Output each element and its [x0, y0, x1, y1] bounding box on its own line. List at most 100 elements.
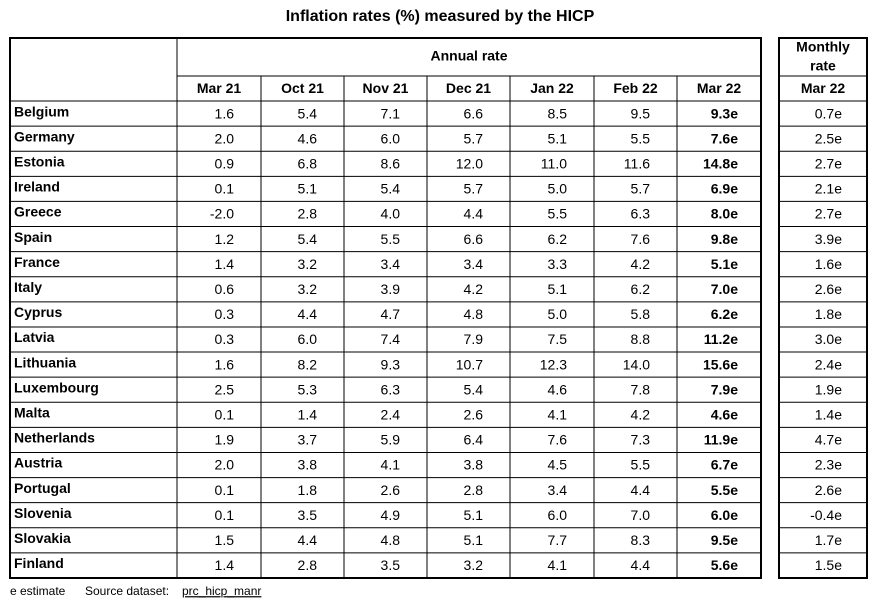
cell: 9.3e: [711, 105, 738, 121]
cell: 0.1: [215, 407, 235, 423]
cell: 5.0: [548, 306, 568, 322]
cell: 5.8: [631, 306, 651, 322]
cell: 7.1: [381, 105, 401, 121]
monthly-column: Mar 22: [801, 80, 846, 96]
country: Netherlands: [14, 430, 95, 446]
cell: 4.4: [464, 206, 484, 222]
cell: 9.3: [381, 356, 401, 372]
cell: 7.6e: [711, 130, 738, 146]
cell: 1.9: [215, 432, 235, 448]
cell: 12.0: [456, 155, 483, 171]
cell: 5.5: [381, 231, 401, 247]
cell: 7.3: [631, 432, 651, 448]
cell: 11.0: [541, 155, 567, 171]
cell: 7.4: [381, 331, 401, 347]
country: Lithuania: [14, 354, 76, 370]
cell: 14.0: [623, 356, 650, 372]
cell: 2.4: [381, 407, 401, 423]
country: Luxembourg: [14, 379, 99, 395]
cell: 8.8: [631, 331, 651, 347]
cell: 5.4: [298, 105, 318, 121]
cell: 4.9: [381, 507, 401, 523]
monthly-cell: 1.9e: [815, 381, 842, 397]
monthly-cell: 1.5e: [815, 557, 842, 573]
cell: 3.3: [548, 256, 568, 272]
cell: 6.3: [381, 381, 401, 397]
cell: 5.7: [464, 130, 484, 146]
monthly-cell: 3.0e: [815, 331, 842, 347]
cell: 9.8e: [711, 231, 738, 247]
cell: 5.1: [464, 532, 484, 548]
monthly-header: Monthly: [796, 39, 850, 55]
cell: 10.7: [456, 356, 483, 372]
cell: 7.5: [548, 331, 568, 347]
cell: 5.3: [298, 381, 318, 397]
column-header: Nov 21: [363, 80, 409, 96]
cell: -2.0: [210, 206, 234, 222]
cell: 14.8e: [703, 155, 738, 171]
country: Italy: [14, 279, 42, 295]
cell: 1.4: [215, 256, 235, 272]
cell: 0.3: [215, 306, 235, 322]
cell: 0.6: [215, 281, 235, 297]
cell: 4.5: [548, 457, 568, 473]
cell: 5.4: [464, 381, 484, 397]
cell: 6.6: [464, 231, 484, 247]
cell: 4.4: [298, 306, 318, 322]
monthly-cell: 2.3e: [815, 457, 842, 473]
cell: 15.6e: [703, 356, 738, 372]
cell: 3.4: [548, 482, 568, 498]
monthly-cell: 1.7e: [815, 532, 842, 548]
cell: 6.4: [464, 432, 484, 448]
cell: 7.9e: [711, 381, 738, 397]
cell: 6.2: [631, 281, 651, 297]
cell: 8.3: [631, 532, 651, 548]
footer-source-label: Source dataset:: [85, 584, 169, 598]
cell: 1.5: [215, 532, 235, 548]
country: Germany: [14, 128, 75, 144]
cell: 7.6: [548, 432, 568, 448]
column-header: Dec 21: [446, 80, 491, 96]
cell: 7.8: [631, 381, 651, 397]
cell: 4.2: [631, 256, 651, 272]
cell: 3.5: [381, 557, 401, 573]
monthly-cell: 2.6e: [815, 482, 842, 498]
cell: 2.0: [215, 130, 235, 146]
cell: 1.8: [298, 482, 318, 498]
cell: 0.1: [215, 181, 235, 197]
cell: 4.1: [381, 457, 401, 473]
footer-source-link[interactable]: prc_hicp_manr: [182, 584, 261, 598]
cell: 0.3: [215, 331, 235, 347]
country: Cyprus: [14, 304, 62, 320]
column-header: Mar 21: [197, 80, 242, 96]
cell: 1.6: [215, 356, 235, 372]
country: Malta: [14, 405, 50, 421]
cell: 4.8: [464, 306, 484, 322]
cell: 4.6: [548, 381, 568, 397]
cell: 11.9e: [704, 432, 738, 448]
cell: 4.2: [464, 281, 484, 297]
column-header: Jan 22: [530, 80, 574, 96]
cell: 4.0: [381, 206, 401, 222]
cell: 5.5e: [711, 482, 738, 498]
cell: 1.4: [298, 407, 318, 423]
cell: 2.6: [381, 482, 401, 498]
footer-note: e estimate: [10, 584, 66, 598]
cell: 8.5: [548, 105, 568, 121]
cell: 8.0e: [711, 206, 738, 222]
cell: 6.0e: [711, 507, 738, 523]
cell: 3.4: [464, 256, 484, 272]
cell: 5.1: [298, 181, 318, 197]
monthly-cell: 2.1e: [815, 181, 842, 197]
monthly-cell: 4.7e: [815, 432, 842, 448]
cell: 5.4: [298, 231, 318, 247]
monthly-cell: -0.4e: [810, 507, 842, 523]
cell: 4.4: [298, 532, 318, 548]
monthly-cell: 2.7e: [815, 206, 842, 222]
cell: 7.0e: [711, 281, 738, 297]
cell: 3.2: [298, 256, 318, 272]
country: France: [14, 254, 60, 270]
monthly-cell: 2.7e: [815, 155, 842, 171]
cell: 1.6: [215, 105, 235, 121]
cell: 6.0: [381, 130, 401, 146]
